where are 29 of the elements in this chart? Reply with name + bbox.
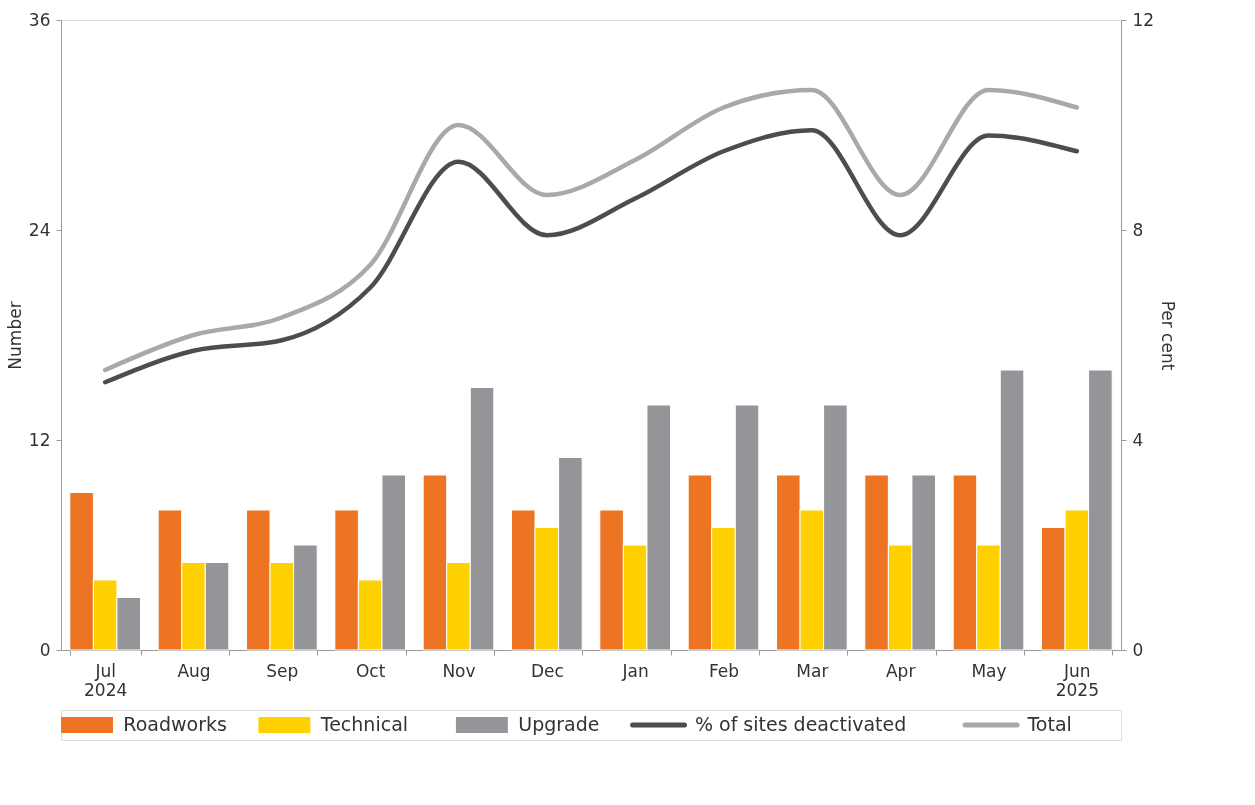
y-axis-title: Number (4, 301, 25, 370)
legend-label: Total (1026, 713, 1072, 735)
legend-label: Technical (319, 713, 409, 735)
x-tick-label: Oct (355, 660, 386, 681)
x-tick-label: Jul 2024 (84, 660, 128, 700)
x-tick-label: Dec (530, 660, 564, 681)
y2-tick-label: 8 (1132, 219, 1144, 240)
x-tick-label: May (971, 660, 1007, 681)
line-series (102, 128, 1080, 385)
y2-axis-title: Per cent (1158, 300, 1179, 371)
y-tick-label: 36 (28, 9, 51, 30)
y2-tick-label: 4 (1132, 429, 1144, 450)
x-tick-label: Aug (177, 660, 211, 681)
y-tick-label: 12 (28, 429, 51, 450)
legend-label: Upgrade (518, 713, 600, 735)
x-tick-label: Nov (442, 660, 476, 681)
y2-tick-label: 12 (1132, 9, 1155, 30)
x-tick-label: Sep (266, 660, 299, 681)
x-tick-label: Jan (621, 660, 649, 681)
x-tick-label: Jun 2025 (1055, 660, 1099, 700)
y-tick-label: 24 (28, 219, 51, 240)
x-tick-label: Apr (885, 660, 916, 681)
legend-label: % of sites deactivated (694, 713, 907, 735)
y-tick-label: 0 (39, 639, 51, 660)
y2-tick-label: 0 (1132, 639, 1144, 660)
x-tick-label: Feb (708, 660, 740, 681)
line-series (102, 87, 1080, 373)
x-tick-label: Mar (796, 660, 829, 681)
legend-label: Roadworks (123, 713, 227, 735)
